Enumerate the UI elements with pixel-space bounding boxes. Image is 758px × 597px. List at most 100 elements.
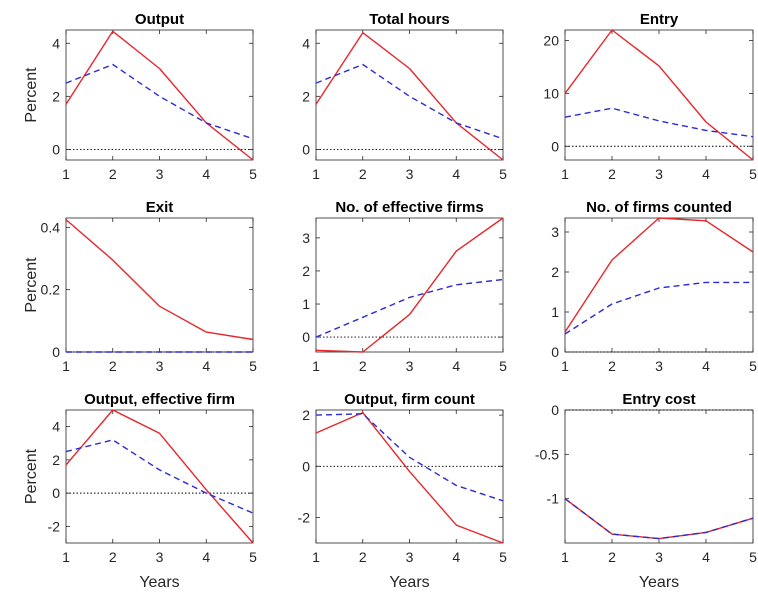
y-tick-label: -2 <box>48 518 61 534</box>
x-tick-label: 2 <box>109 166 117 182</box>
panel-title: Output, effective firm <box>84 391 235 408</box>
y-tick-label: 3 <box>551 224 559 240</box>
x-tick-label: 2 <box>608 549 616 565</box>
x-tick-label: 3 <box>406 358 414 374</box>
x-tick-label: 3 <box>156 358 164 374</box>
panel-title: Output, firm count <box>344 391 475 408</box>
x-tick-label: 5 <box>749 549 757 565</box>
axes-box <box>315 409 504 544</box>
x-tick-label: 3 <box>406 166 414 182</box>
y-tick-label: 0 <box>52 141 60 157</box>
x-tick-label: 2 <box>608 166 616 182</box>
y-axis-label: Percent <box>23 67 40 123</box>
x-tick-label: 3 <box>655 358 663 374</box>
y-tick-label: 0 <box>551 138 559 154</box>
x-tick-label: 5 <box>749 166 757 182</box>
x-tick-label: 4 <box>202 358 210 374</box>
chart-panel: 1 2 3 4 5 0 10 20 Entry <box>543 11 757 182</box>
solid-series-line <box>564 498 754 540</box>
axes-box <box>564 409 754 544</box>
axes-box <box>65 217 254 353</box>
dashed-series-line <box>315 63 504 140</box>
chart-panel: 1 2 3 4 5 -2 0 2 4 Output, effective firm Percent Y… <box>23 391 257 591</box>
dashed-series-line <box>65 439 254 514</box>
x-tick-label: 3 <box>156 549 164 565</box>
y-tick-label: 4 <box>302 35 310 51</box>
y-tick-label: 0 <box>302 141 310 157</box>
y-tick-label: 4 <box>52 35 60 51</box>
panel-title: Entry <box>640 11 679 28</box>
chart-panel: 1 2 3 4 5 -1 -0.5 0 Entry cost Years <box>535 391 757 591</box>
solid-series-line <box>315 411 504 544</box>
y-tick-label: 0 <box>551 402 559 418</box>
axes-box <box>564 217 754 353</box>
x-axis-label: Years <box>639 574 679 591</box>
y-tick-label: 0 <box>302 329 310 345</box>
x-tick-label: 5 <box>249 358 257 374</box>
chart-panel: 1 2 3 4 5 0 2 4 Output Percent <box>23 11 257 182</box>
chart-panel: 1 2 3 4 5 0 0.2 0.4 Exit Percent <box>23 199 257 374</box>
x-tick-label: 4 <box>702 358 710 374</box>
dashed-series-line <box>564 281 753 335</box>
x-tick-label: 5 <box>249 549 257 565</box>
y-tick-label: 0 <box>52 485 60 501</box>
x-tick-label: 3 <box>655 166 663 182</box>
y-tick-label: 1 <box>551 304 559 320</box>
panel-title: Output <box>135 11 184 28</box>
y-tick-label: 4 <box>52 419 60 435</box>
y-tick-label: -0.5 <box>535 446 559 462</box>
y-tick-label: 0.2 <box>41 282 61 298</box>
y-tick-label: 2 <box>302 88 310 104</box>
x-tick-label: 1 <box>312 166 320 182</box>
x-tick-label: 1 <box>62 166 70 182</box>
y-tick-label: 3 <box>302 230 310 246</box>
axes-box <box>315 29 504 161</box>
panel-title: Entry cost <box>622 391 695 408</box>
y-tick-label: 0 <box>551 344 559 360</box>
y-axis-label: Percent <box>23 257 40 313</box>
x-tick-label: 4 <box>452 358 460 374</box>
solid-series-line <box>564 217 754 333</box>
x-tick-label: 2 <box>109 358 117 374</box>
axes-box <box>65 409 254 544</box>
chart-panel: 1 2 3 4 5 -2 0 2 Output, firm count Years <box>298 391 508 591</box>
solid-series-line <box>65 30 254 161</box>
x-tick-label: 2 <box>109 549 117 565</box>
x-tick-label: 1 <box>561 166 569 182</box>
x-tick-label: 3 <box>156 166 164 182</box>
y-tick-label: 2 <box>52 452 60 468</box>
x-tick-label: 1 <box>62 358 70 374</box>
dashed-series-line <box>564 107 754 138</box>
solid-series-line <box>65 219 254 341</box>
axes-box <box>564 29 754 161</box>
dashed-series-line <box>315 278 504 338</box>
x-tick-label: 1 <box>62 549 70 565</box>
x-tick-label: 1 <box>312 549 320 565</box>
y-axis-label: Percent <box>23 448 40 504</box>
y-tick-label: 1 <box>302 296 310 312</box>
x-tick-label: 4 <box>202 166 210 182</box>
panel-title: Total hours <box>369 11 450 28</box>
x-tick-label: 1 <box>561 358 569 374</box>
x-tick-label: 4 <box>702 166 710 182</box>
x-axis-label: Years <box>389 574 429 591</box>
x-tick-label: 4 <box>702 549 710 565</box>
y-tick-label: 0.4 <box>41 219 61 235</box>
x-tick-label: 4 <box>452 549 460 565</box>
solid-series-line <box>315 32 504 161</box>
panel-title: No. of effective firms <box>335 199 483 216</box>
x-tick-label: 1 <box>561 549 569 565</box>
y-tick-label: -2 <box>298 509 311 525</box>
x-tick-label: 5 <box>499 549 507 565</box>
x-tick-label: 3 <box>406 549 414 565</box>
x-tick-label: 2 <box>359 358 367 374</box>
x-tick-label: 2 <box>608 358 616 374</box>
solid-series-line <box>564 29 754 161</box>
panel-title: No. of firms counted <box>586 199 732 216</box>
y-tick-label: 20 <box>543 33 559 49</box>
solid-series-line <box>315 217 504 353</box>
x-axis-label: Years <box>139 574 179 591</box>
